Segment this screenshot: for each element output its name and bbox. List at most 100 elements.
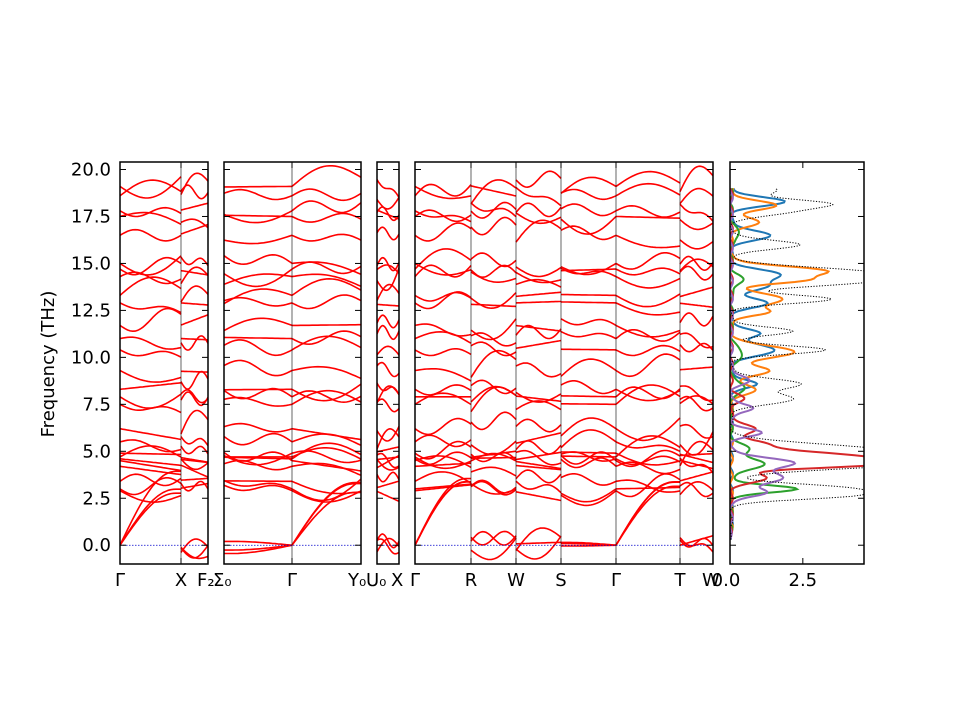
band-branch [515, 451, 562, 461]
band-branch [291, 489, 361, 503]
band-branch [180, 266, 208, 285]
band-branch [515, 219, 562, 243]
band-branch [120, 458, 182, 467]
x-tick-label: Γ [287, 570, 297, 591]
band-branch [180, 285, 208, 303]
band-branch [224, 296, 293, 307]
band-branch [515, 186, 562, 207]
band-branch [515, 202, 562, 218]
band-branch [679, 239, 713, 250]
band-panel-gamma-x-f2 [120, 172, 208, 560]
band-branch [679, 258, 713, 272]
band-branch [291, 261, 361, 275]
band-branch [291, 365, 361, 380]
band-branch [415, 480, 471, 546]
band-branch [180, 538, 208, 553]
band-branch [470, 318, 517, 341]
band-branch [679, 218, 713, 231]
band-branch [470, 452, 517, 462]
band-branch [415, 440, 472, 460]
band-branch [560, 457, 617, 469]
band-branch [415, 484, 472, 492]
band-branch [377, 480, 399, 489]
band-branch [470, 483, 517, 495]
band-branch [679, 187, 713, 205]
band-branch [181, 370, 208, 373]
band-branch [560, 395, 616, 398]
band-branch [415, 185, 472, 200]
band-branch [377, 456, 399, 461]
y-tick-label: 7.5 [82, 394, 111, 415]
band-branch [515, 212, 562, 225]
band-branch [377, 538, 399, 555]
panel-frame [376, 161, 400, 565]
band-branch [615, 481, 680, 546]
band-branch [615, 473, 681, 498]
band-branch [415, 483, 472, 490]
band-branch [224, 268, 293, 288]
band-branch [560, 417, 617, 437]
band-branch [120, 307, 182, 333]
band-branch [180, 335, 208, 351]
band-branch [377, 471, 399, 483]
band-branch [679, 203, 713, 222]
band-branch [180, 391, 208, 407]
band-branch [470, 385, 517, 403]
band-branch [515, 170, 562, 189]
band-branch [560, 348, 617, 351]
band-branch [560, 188, 617, 201]
band-branch [377, 303, 399, 307]
band-branch [224, 188, 293, 201]
x-tick-label: T [674, 570, 687, 591]
band-branch [515, 432, 562, 444]
band-branch [415, 262, 472, 276]
band-branch [377, 398, 399, 413]
band-branch [470, 440, 517, 456]
band-branch [120, 477, 182, 496]
x-tick-label: Γ [410, 570, 420, 591]
band-branch [515, 278, 562, 288]
band-branch [615, 452, 681, 466]
dos-series-6 [730, 187, 864, 540]
band-branch [224, 484, 293, 492]
band-branch [120, 179, 182, 197]
y-tick-label: 5.0 [82, 441, 111, 462]
band-branch [470, 537, 517, 561]
band-branch [180, 172, 208, 195]
y-tick-label: 20.0 [71, 160, 111, 181]
y-tick-label: 10.0 [71, 347, 111, 368]
band-branch [224, 479, 293, 490]
band-branch [515, 271, 562, 284]
band-branch [120, 211, 182, 226]
band-branch [291, 462, 361, 477]
band-branch [180, 389, 208, 404]
band-branch [561, 542, 617, 546]
band-branch [515, 400, 562, 411]
band-branch [515, 527, 562, 551]
band-branch [470, 349, 517, 378]
band-branch [415, 477, 471, 546]
band-branch [470, 179, 517, 205]
x-tick-label: W [507, 570, 525, 591]
band-branch [615, 293, 681, 308]
band-branch [560, 262, 617, 276]
band-branch [679, 537, 713, 553]
band-branch [415, 330, 472, 344]
band-branch [615, 479, 681, 493]
band-branch [679, 395, 713, 412]
band-branch [120, 492, 181, 546]
band-branch [415, 210, 472, 223]
band-branch [120, 336, 182, 350]
band-branch [377, 267, 399, 292]
band-branch [515, 266, 562, 278]
band-branch [415, 183, 472, 197]
band-branch [560, 429, 617, 449]
band-branch [679, 366, 713, 371]
band-branch [224, 540, 293, 546]
band-branch [615, 461, 681, 475]
band-branch [377, 256, 399, 272]
band-branch [291, 478, 361, 502]
band-branch [224, 359, 293, 377]
y-tick-label: 2.5 [82, 488, 111, 509]
band-branch [120, 459, 182, 472]
